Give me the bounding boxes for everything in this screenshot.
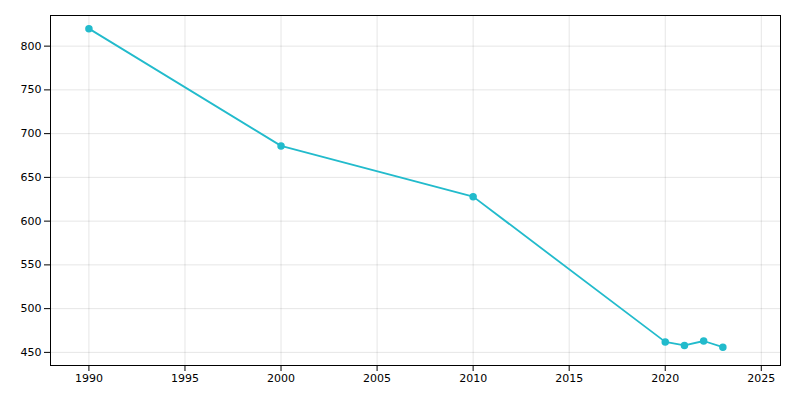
svg-text:700: 700 [21, 127, 42, 140]
svg-text:650: 650 [21, 171, 42, 184]
svg-text:2010: 2010 [459, 372, 487, 385]
svg-text:1990: 1990 [75, 372, 103, 385]
svg-text:2000: 2000 [267, 372, 295, 385]
svg-text:550: 550 [21, 258, 42, 271]
svg-text:750: 750 [21, 83, 42, 96]
svg-text:1995: 1995 [171, 372, 199, 385]
svg-text:2020: 2020 [651, 372, 679, 385]
svg-text:2015: 2015 [555, 372, 583, 385]
svg-text:450: 450 [21, 346, 42, 359]
svg-text:600: 600 [21, 215, 42, 228]
svg-text:800: 800 [21, 40, 42, 53]
svg-text:500: 500 [21, 302, 42, 315]
svg-text:2005: 2005 [363, 372, 391, 385]
svg-text:2025: 2025 [747, 372, 775, 385]
